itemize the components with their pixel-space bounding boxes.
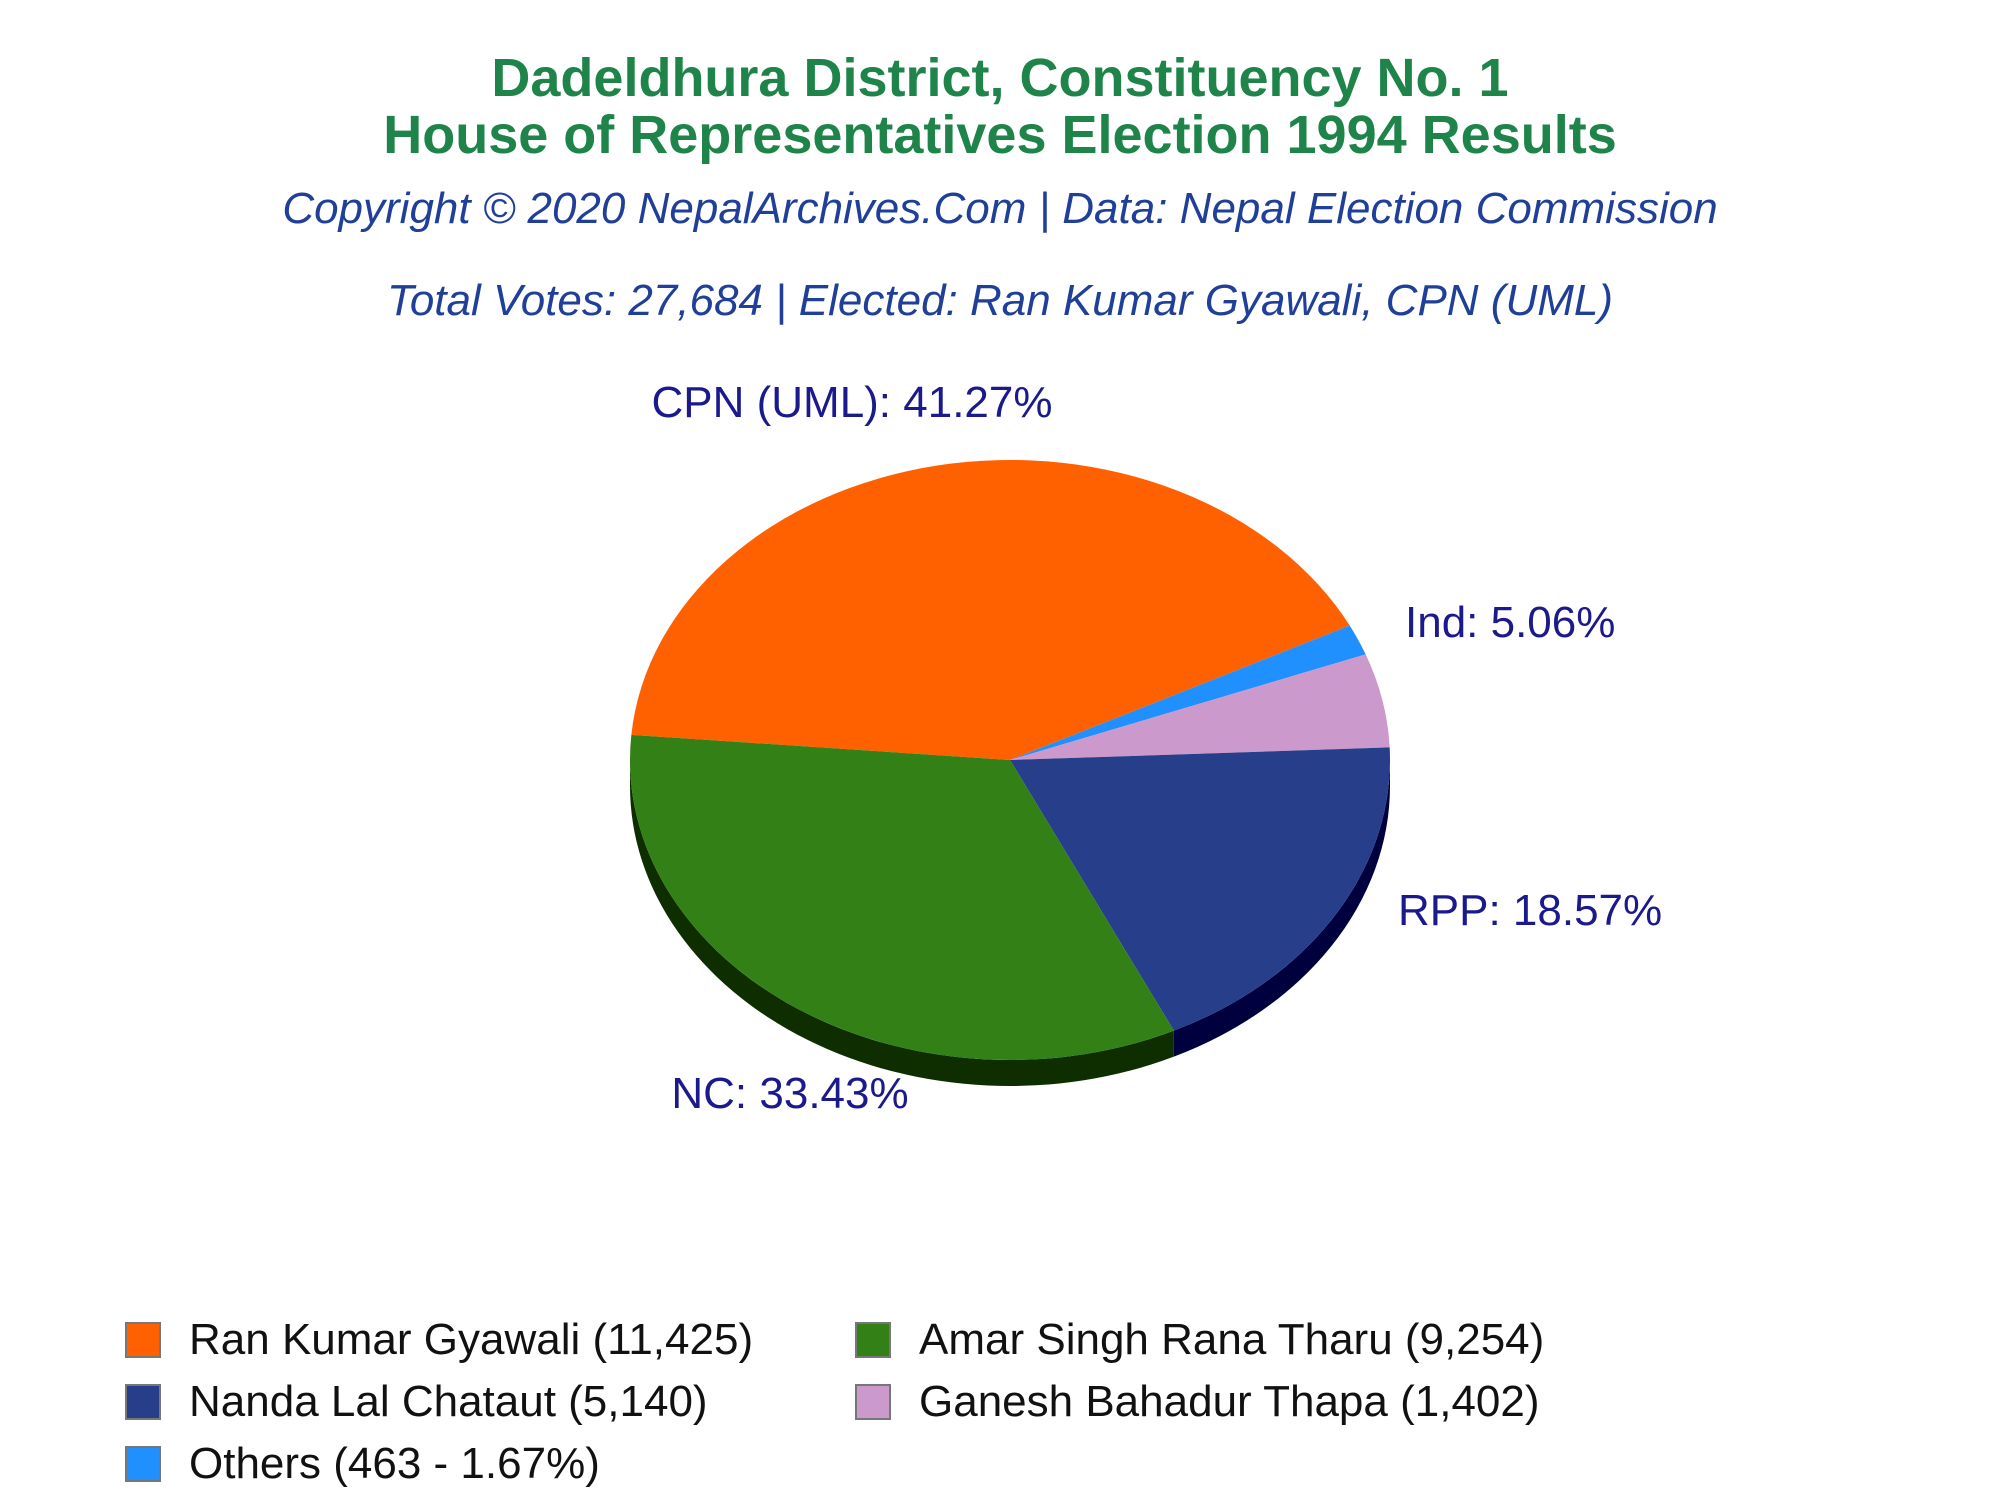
- legend-item: Amar Singh Rana Tharu (9,254): [855, 1310, 1544, 1370]
- summary-text: Total Votes: 27,684 | Elected: Ran Kumar…: [386, 276, 1614, 325]
- legend-swatch: [855, 1322, 891, 1358]
- pie-slice-rpp: [1010, 747, 1390, 1031]
- legend-item: Nanda Lal Chataut (5,140): [125, 1372, 708, 1432]
- legend-item: Ganesh Bahadur Thapa (1,402): [855, 1372, 1540, 1432]
- legend-swatch: [125, 1322, 161, 1358]
- legend-label: Amar Singh Rana Tharu (9,254): [919, 1315, 1545, 1364]
- slice-label: RPP: 18.57%: [1398, 886, 1662, 935]
- legend-label: Ran Kumar Gyawali (11,425): [189, 1315, 754, 1364]
- slice-label: Ind: 5.06%: [1405, 598, 1615, 647]
- legend-label: Nanda Lal Chataut (5,140): [189, 1377, 708, 1426]
- legend-item: Others (463 - 1.67%): [125, 1434, 600, 1494]
- legend-label: Others (463 - 1.67%): [189, 1439, 600, 1488]
- legend-label: Ganesh Bahadur Thapa (1,402): [919, 1377, 1540, 1426]
- pie-slice-side: [630, 760, 1174, 1086]
- pie-slice-side: [1173, 760, 1390, 1057]
- copyright-text: Copyright © 2020 NepalArchives.Com | Dat…: [282, 184, 1718, 233]
- pie-chart: CPN (UML): 41.27% Ind: 5.06% RPP: 18.57% NC…: [630, 378, 1662, 1118]
- legend-swatch: [125, 1446, 161, 1482]
- chart-title-line2: House of Representatives Election 1994 R…: [383, 105, 1617, 165]
- legend-swatch: [855, 1384, 891, 1420]
- pie-slice-cpn-uml: [631, 459, 1350, 760]
- slice-label: CPN (UML): 41.27%: [651, 378, 1052, 427]
- slice-label: NC: 33.43%: [671, 1069, 908, 1118]
- legend-swatch: [125, 1384, 161, 1420]
- chart-title-line1: Dadeldhura District, Constituency No. 1: [491, 48, 1509, 108]
- pie-slice-others: [1010, 625, 1366, 760]
- legend-item: Ran Kumar Gyawali (11,425): [125, 1310, 753, 1370]
- pie-slice-ind: [1010, 654, 1390, 760]
- pie-slice-nc: [630, 734, 1174, 1060]
